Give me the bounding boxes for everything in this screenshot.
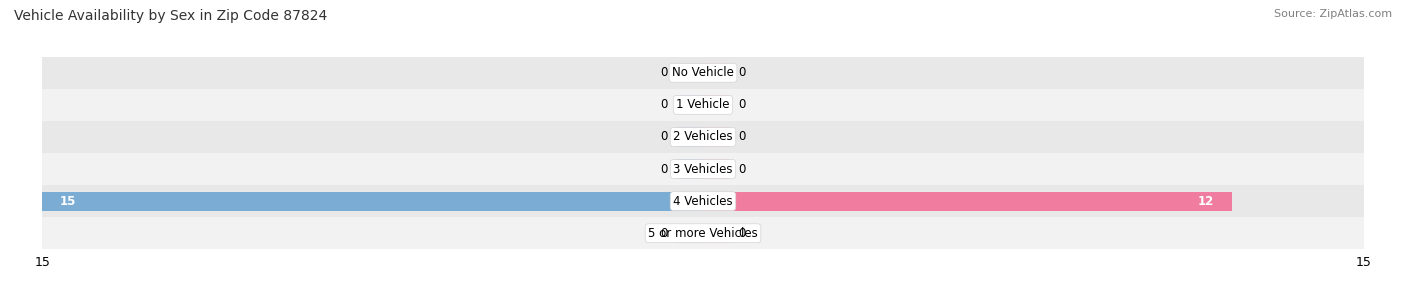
Text: 1 Vehicle: 1 Vehicle <box>676 98 730 111</box>
Text: 5 or more Vehicles: 5 or more Vehicles <box>648 227 758 240</box>
Text: 15: 15 <box>60 195 76 208</box>
Bar <box>676 63 703 82</box>
Text: No Vehicle: No Vehicle <box>672 66 734 79</box>
Text: 0: 0 <box>661 162 668 176</box>
Bar <box>703 192 1232 211</box>
Bar <box>703 159 730 179</box>
Bar <box>42 185 1364 217</box>
Text: Vehicle Availability by Sex in Zip Code 87824: Vehicle Availability by Sex in Zip Code … <box>14 9 328 23</box>
Bar <box>676 127 703 147</box>
Bar <box>703 95 730 114</box>
Legend: Male, Female: Male, Female <box>633 304 773 306</box>
Text: 12: 12 <box>1198 195 1213 208</box>
Text: 0: 0 <box>738 98 745 111</box>
Bar <box>676 95 703 114</box>
Text: 0: 0 <box>661 130 668 144</box>
Bar <box>676 224 703 243</box>
Bar <box>42 217 1364 249</box>
Bar <box>676 159 703 179</box>
Bar <box>42 153 1364 185</box>
Text: Source: ZipAtlas.com: Source: ZipAtlas.com <box>1274 9 1392 19</box>
Text: 2 Vehicles: 2 Vehicles <box>673 130 733 144</box>
Text: 0: 0 <box>661 98 668 111</box>
Bar <box>42 121 1364 153</box>
Bar <box>42 57 1364 89</box>
Text: 0: 0 <box>738 162 745 176</box>
Text: 0: 0 <box>661 227 668 240</box>
Text: 0: 0 <box>738 227 745 240</box>
Bar <box>42 89 1364 121</box>
Text: 0: 0 <box>738 66 745 79</box>
Text: 0: 0 <box>661 66 668 79</box>
Text: 3 Vehicles: 3 Vehicles <box>673 162 733 176</box>
Text: 4 Vehicles: 4 Vehicles <box>673 195 733 208</box>
Bar <box>703 224 730 243</box>
Bar <box>703 63 730 82</box>
Text: 0: 0 <box>738 130 745 144</box>
Bar <box>703 127 730 147</box>
Bar <box>42 192 703 211</box>
